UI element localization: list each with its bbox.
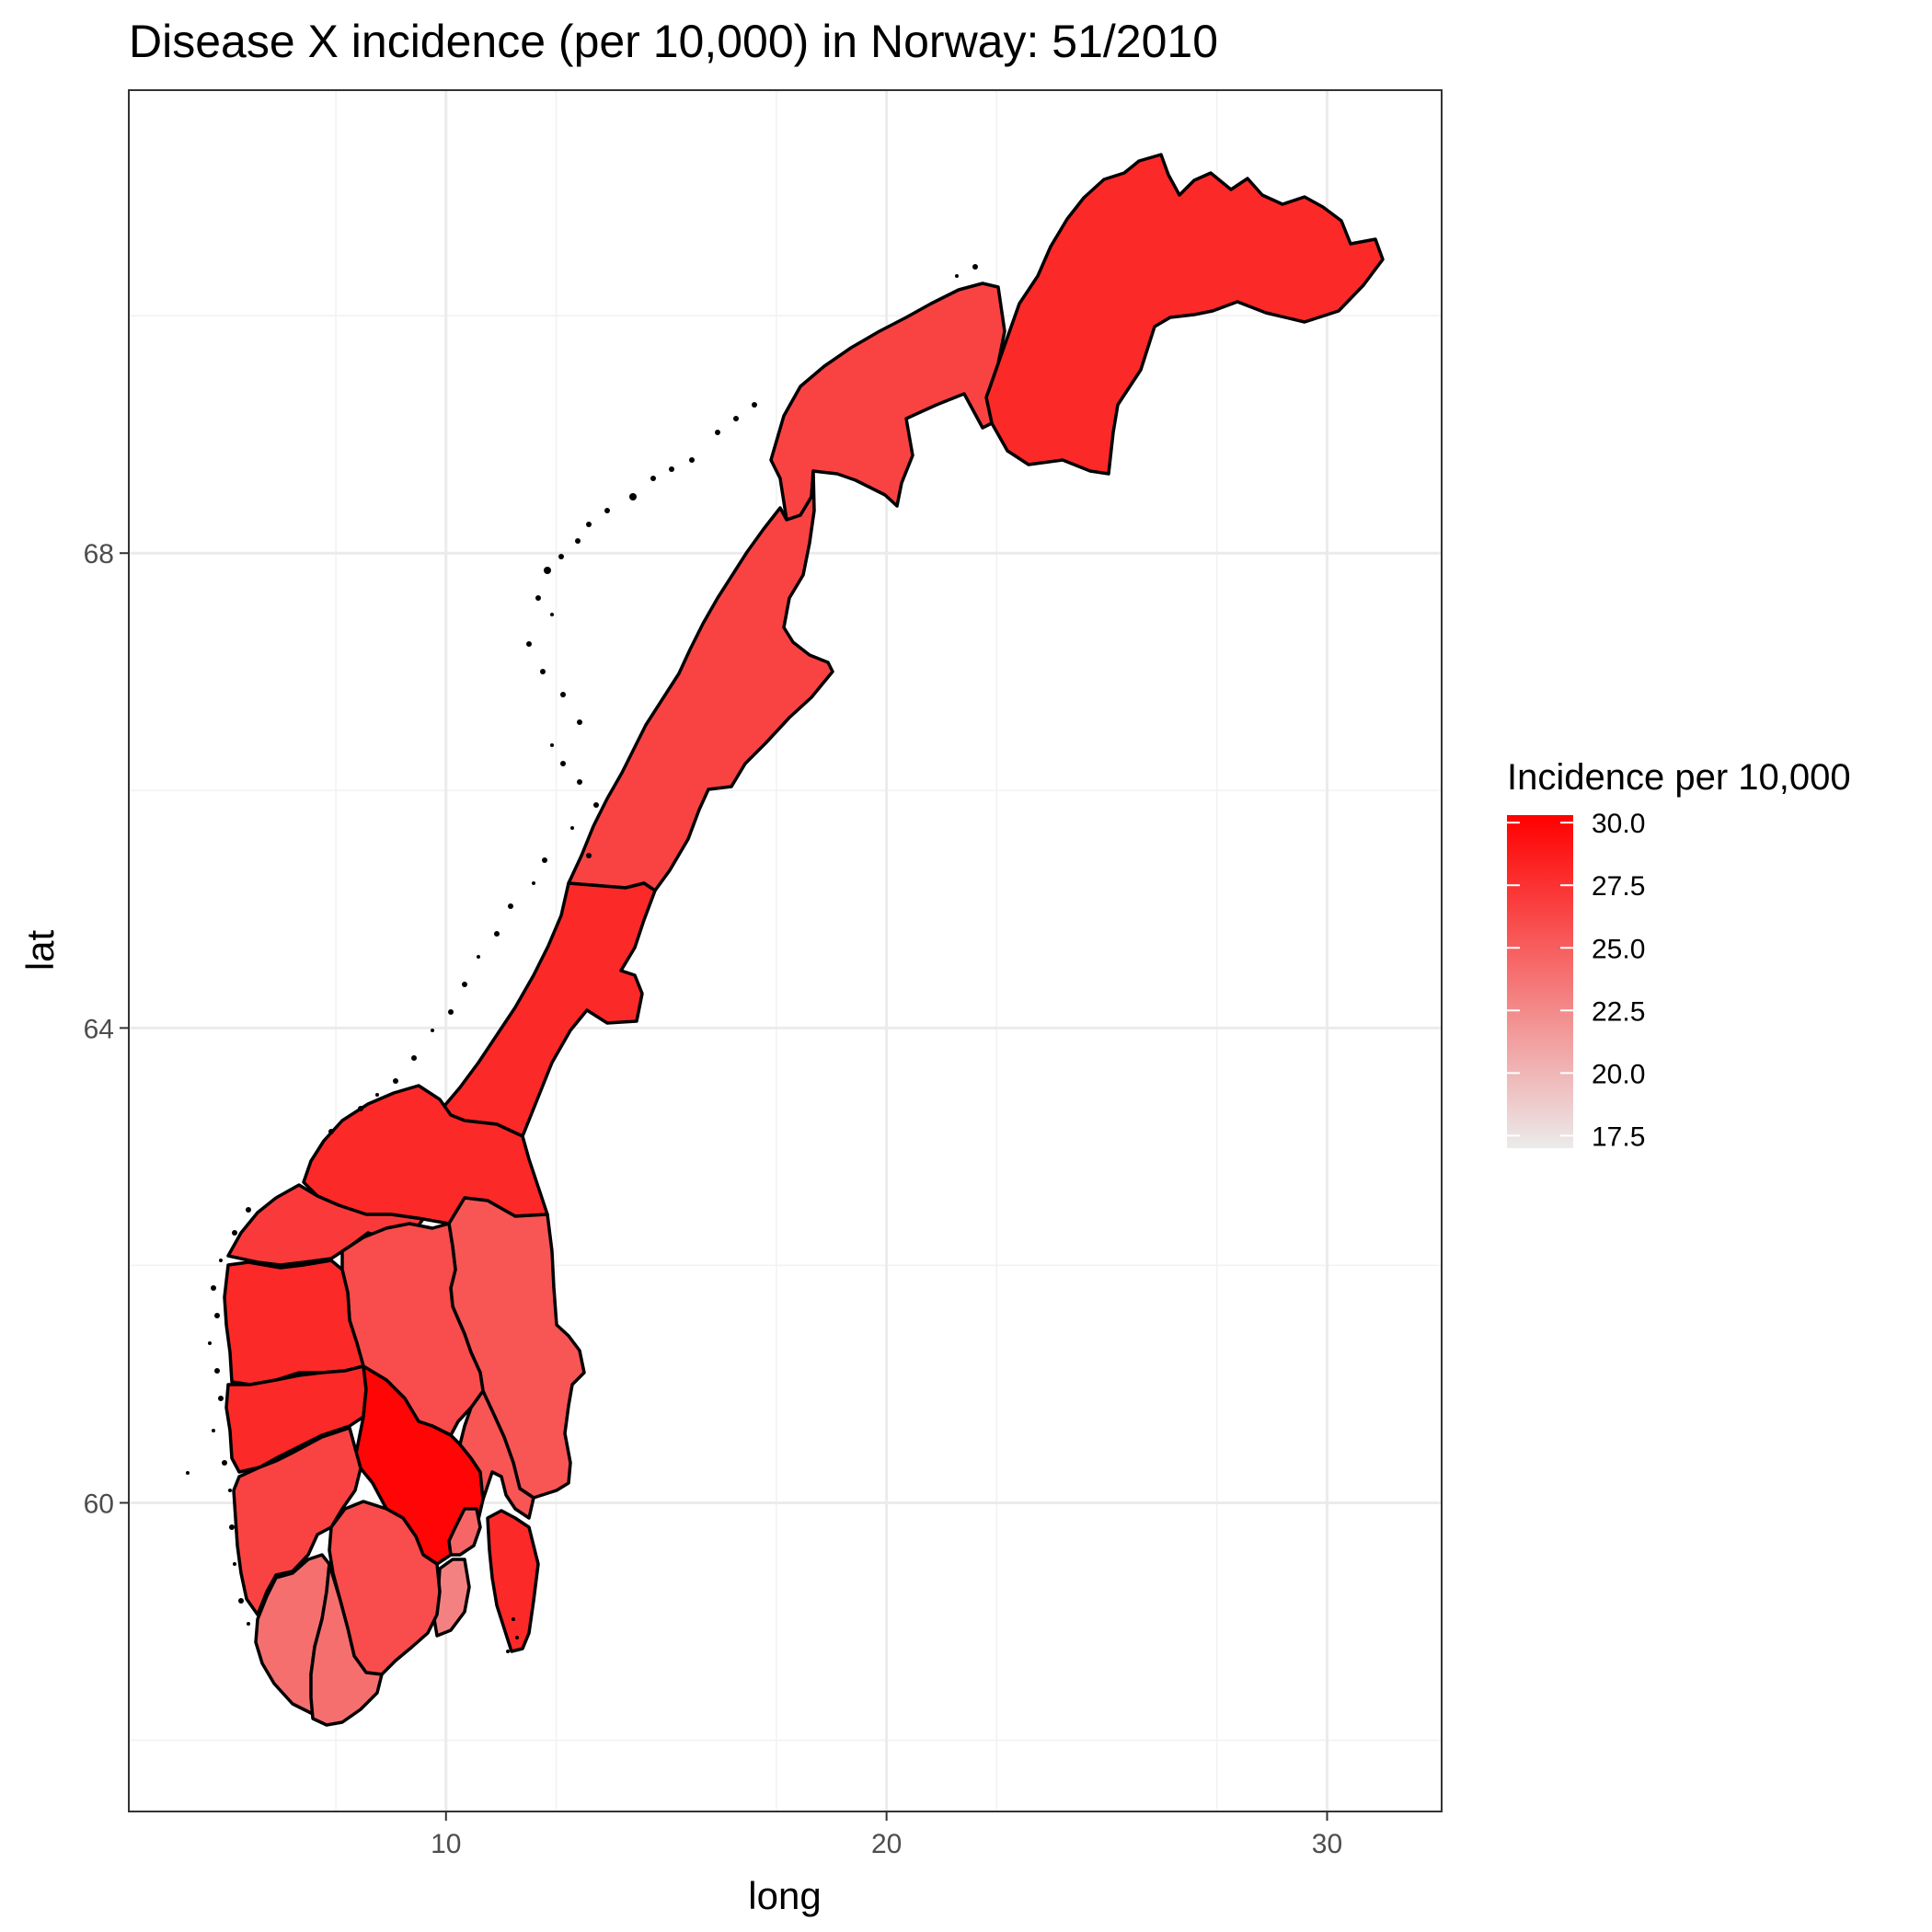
legend-tick-label: 22.5: [1592, 996, 1645, 1027]
coastal-islet: [462, 982, 467, 987]
legend: Incidence per 10,000 30.0 27.5 25.0 22.5 20.…: [1507, 757, 1851, 1152]
coastal-islet: [526, 641, 532, 647]
coastal-islet: [448, 1009, 454, 1015]
coastal-islet: [669, 466, 674, 472]
region-nord-trondelag: [438, 881, 657, 1138]
coastal-islet: [431, 1029, 434, 1032]
x-tick-label: 30: [1312, 1829, 1342, 1859]
legend-tick-label: 30.0: [1592, 809, 1645, 839]
coastal-islet: [550, 613, 554, 616]
coastal-islet: [752, 402, 757, 408]
region-sogn-og-fjordane: [223, 1259, 365, 1386]
coastal-islet: [246, 1207, 251, 1213]
coastal-islet: [560, 692, 566, 697]
map-regions: [186, 153, 1385, 1727]
coastal-islet: [247, 1622, 250, 1626]
coastal-islet: [650, 476, 656, 481]
region-ostfold: [486, 1509, 540, 1653]
coastal-islet: [208, 1341, 212, 1345]
coastal-islet: [411, 1055, 417, 1061]
coastal-islet: [535, 595, 541, 601]
region-nordland: [567, 469, 834, 892]
coastal-islet: [508, 903, 513, 909]
coastal-islet: [733, 416, 739, 421]
coastal-islet: [494, 931, 500, 937]
coastal-islet: [689, 457, 695, 463]
coastal-islet: [229, 1524, 235, 1530]
coastal-islet: [629, 493, 637, 500]
chart-title: Disease X incidence (per 10,000) in Norw…: [129, 16, 1218, 67]
coastal-islet: [328, 1129, 334, 1134]
legend-title: Incidence per 10,000: [1507, 757, 1851, 798]
coastal-islet: [512, 1617, 515, 1621]
coastal-islet: [544, 567, 551, 574]
coastal-islet: [570, 826, 574, 830]
coastal-islet: [558, 554, 564, 559]
x-tick-label: 10: [431, 1829, 461, 1859]
coastal-islet: [358, 1106, 363, 1111]
coastal-islet: [214, 1368, 220, 1374]
legend-tick-label: 20.0: [1592, 1059, 1645, 1089]
coastal-islet: [219, 1259, 223, 1262]
coastal-islet: [715, 430, 720, 435]
coastal-islet: [593, 802, 599, 808]
coastal-islet: [506, 1650, 510, 1653]
coastal-islet: [477, 955, 480, 959]
panel-border: [128, 89, 1443, 1812]
coastal-islet: [577, 779, 582, 785]
coastal-islet: [604, 508, 610, 513]
coastal-islet: [211, 1285, 216, 1291]
legend-colorbar: [1507, 815, 1573, 1148]
plot-panel: [128, 89, 1443, 1812]
coastal-islet: [532, 881, 535, 885]
coastal-islet: [540, 669, 546, 674]
region-hordaland: [224, 1364, 368, 1474]
legend-tick-label: 17.5: [1592, 1121, 1645, 1152]
coastal-islet: [560, 761, 566, 766]
coastal-islet: [550, 743, 554, 747]
coastal-islet: [393, 1078, 398, 1084]
y-tick-label: 64: [84, 1014, 114, 1044]
x-tick-label: 20: [871, 1829, 902, 1859]
legend-ticks: 30.0 27.5 25.0 22.5 20.0 17.5: [1507, 809, 1645, 1152]
coastal-islet: [238, 1598, 244, 1604]
legend-tick-label: 25.0: [1592, 934, 1645, 964]
coastal-islet: [955, 274, 959, 278]
y-tick-label: 60: [84, 1489, 114, 1520]
coastal-islet: [218, 1396, 224, 1401]
coastal-islet: [375, 1093, 379, 1097]
coastal-islet: [575, 538, 581, 544]
region-aust-agder: [309, 1562, 384, 1727]
coastal-islet: [586, 853, 592, 858]
region-akershus: [458, 1389, 535, 1520]
coastal-islet: [972, 264, 978, 270]
region-finnmark: [984, 153, 1385, 476]
coastal-islet: [212, 1429, 215, 1432]
coastal-islet: [515, 1636, 519, 1639]
coastal-islet: [577, 719, 582, 725]
coastal-islet: [586, 522, 592, 527]
region-more-og-romsdal: [226, 1183, 425, 1267]
region-rogaland: [232, 1426, 362, 1616]
coastal-islet: [186, 1471, 190, 1475]
axes: 10 20 30 60 64 68: [84, 539, 1343, 1859]
legend-tick-label: 27.5: [1592, 871, 1645, 902]
coastal-islet: [228, 1489, 232, 1492]
coastal-islet: [233, 1562, 236, 1566]
x-axis-title: long: [748, 1874, 821, 1917]
coastal-islet: [222, 1460, 227, 1466]
region-oslo: [447, 1507, 482, 1557]
panel-background: [129, 90, 1442, 1811]
y-tick-label: 68: [84, 539, 114, 569]
coastal-islet: [542, 857, 547, 863]
y-axis-title: lat: [18, 929, 62, 971]
coastal-islet: [214, 1313, 220, 1318]
coastal-islet: [232, 1230, 237, 1236]
